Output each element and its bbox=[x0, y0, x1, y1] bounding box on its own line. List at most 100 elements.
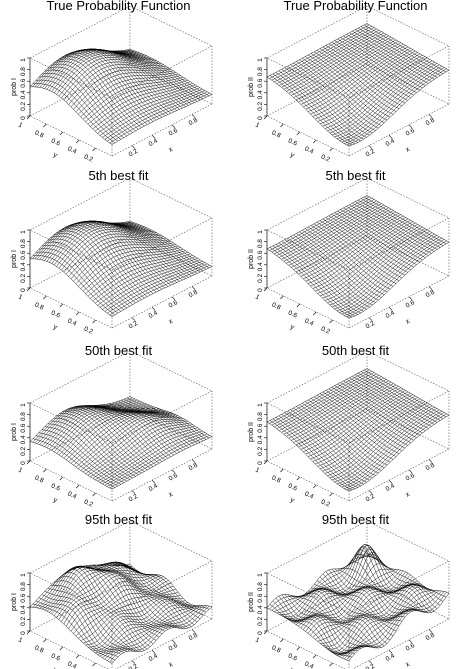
y-tick bbox=[329, 147, 333, 152]
x-axis-label: x bbox=[168, 146, 175, 154]
x-tick-label: 0.8 bbox=[188, 117, 200, 128]
z-tick-label: 1 bbox=[257, 573, 264, 577]
y-axis-label: y bbox=[289, 666, 296, 669]
y-tick bbox=[296, 476, 301, 481]
x-tick bbox=[368, 145, 373, 149]
z-tick-label: 0.2 bbox=[257, 447, 264, 456]
box-floor bbox=[29, 578, 213, 669]
y-tick bbox=[280, 295, 284, 300]
z-tick-label: 1 bbox=[257, 230, 264, 234]
y-tick bbox=[329, 662, 333, 667]
y-tick-label: 0.8 bbox=[271, 474, 282, 484]
x-axis-label: x bbox=[168, 318, 175, 326]
x-tick bbox=[151, 479, 156, 484]
surface-panel: 0.20.40.60.8x0.20.40.60.81y00.20.40.60.8… bbox=[248, 520, 450, 669]
y-tick-label: 1 bbox=[254, 466, 261, 474]
z-tick-label: 1 bbox=[20, 58, 27, 62]
x-tick bbox=[408, 124, 413, 129]
y-tick-label: 0.4 bbox=[303, 317, 314, 327]
z-tick-label: 0.8 bbox=[20, 582, 27, 591]
x-tick bbox=[131, 660, 136, 664]
x-axis-label: x bbox=[405, 146, 412, 154]
y-tick-label: 0.6 bbox=[50, 309, 61, 319]
x-tick bbox=[191, 459, 196, 463]
x-tick bbox=[131, 145, 136, 149]
x-axis-label: x bbox=[405, 491, 412, 499]
y-tick bbox=[263, 287, 268, 292]
z-tick-label: 0.8 bbox=[257, 582, 264, 591]
x-tick bbox=[191, 629, 196, 633]
surface-mesh bbox=[29, 220, 213, 317]
y-tick-label: 0.6 bbox=[287, 482, 298, 492]
z-tick-label: 0 bbox=[257, 288, 264, 292]
x-tick bbox=[428, 286, 433, 290]
x-tick-label: 0.6 bbox=[405, 299, 417, 310]
z-tick-label: 0.8 bbox=[20, 67, 27, 76]
y-tick bbox=[296, 646, 301, 651]
box-top bbox=[266, 350, 450, 444]
x-tick bbox=[368, 490, 373, 494]
z-tick-label: 1 bbox=[20, 403, 27, 407]
x-tick bbox=[171, 124, 176, 129]
box-floor bbox=[266, 235, 450, 329]
y-tick-label: 0.4 bbox=[303, 145, 314, 155]
z-tick-label: 0.6 bbox=[257, 250, 264, 259]
box-top bbox=[29, 520, 213, 614]
z-tick-label: 0.4 bbox=[20, 262, 27, 271]
z-tick-label: 0.6 bbox=[20, 423, 27, 432]
box-top bbox=[29, 177, 213, 271]
y-tick bbox=[263, 630, 268, 635]
x-axis-label: x bbox=[168, 491, 175, 499]
z-tick-label: 1 bbox=[257, 403, 264, 407]
z-tick-label: 0.6 bbox=[20, 593, 27, 602]
y-tick-label: 0.8 bbox=[34, 474, 45, 484]
x-tick-label: 0.4 bbox=[148, 137, 160, 148]
surface-panel: 0.20.40.60.8x0.20.40.60.81y00.20.40.60.8… bbox=[248, 350, 450, 509]
y-tick bbox=[59, 303, 64, 308]
box-floor bbox=[29, 63, 213, 157]
y-tick bbox=[43, 295, 47, 300]
panel-title: 50th best fit bbox=[321, 343, 390, 358]
x-tick bbox=[388, 479, 393, 484]
y-tick bbox=[59, 476, 64, 481]
surface-panel: 0.20.40.60.8x0.20.40.60.81y00.20.40.60.8… bbox=[11, 177, 213, 336]
y-tick-label: 0.2 bbox=[320, 325, 331, 335]
z-tick-label: 0.8 bbox=[257, 412, 264, 421]
x-tick bbox=[408, 469, 413, 474]
box-top bbox=[266, 5, 450, 99]
x-tick-label: 0.2 bbox=[128, 148, 140, 159]
y-axis-label: y bbox=[52, 666, 59, 669]
box-floor bbox=[29, 408, 213, 502]
y-tick-label: 0.2 bbox=[83, 153, 94, 163]
x-tick-label: 0.2 bbox=[128, 663, 140, 669]
y-tick bbox=[312, 139, 317, 144]
box-top bbox=[29, 5, 213, 99]
z-tick-label: 0.2 bbox=[20, 447, 27, 456]
y-tick-label: 1 bbox=[17, 121, 24, 129]
box-top bbox=[266, 520, 450, 614]
x-tick bbox=[131, 490, 136, 494]
x-tick-label: 0.2 bbox=[128, 493, 140, 504]
x-tick bbox=[388, 306, 393, 311]
y-tick bbox=[43, 468, 47, 473]
z-tick-label: 1 bbox=[257, 58, 264, 62]
surface-mesh bbox=[29, 396, 213, 490]
x-axis-label: x bbox=[405, 661, 412, 669]
z-tick-label: 1 bbox=[20, 573, 27, 577]
box-floor bbox=[266, 408, 450, 502]
y-tick bbox=[296, 131, 301, 136]
y-axis-label: y bbox=[289, 496, 296, 504]
z-tick-label: 0.6 bbox=[257, 593, 264, 602]
x-tick-label: 0.2 bbox=[365, 320, 377, 331]
x-tick bbox=[171, 469, 176, 474]
x-tick-label: 0.4 bbox=[385, 137, 397, 148]
y-axis-label: y bbox=[52, 496, 59, 504]
y-tick-label: 0.8 bbox=[271, 129, 282, 139]
x-tick bbox=[151, 134, 156, 139]
x-tick-label: 0.8 bbox=[425, 632, 437, 643]
panel-title: 50th best fit bbox=[84, 343, 153, 358]
y-tick bbox=[59, 131, 64, 136]
x-tick-label: 0.6 bbox=[405, 127, 417, 138]
y-tick bbox=[312, 654, 317, 659]
